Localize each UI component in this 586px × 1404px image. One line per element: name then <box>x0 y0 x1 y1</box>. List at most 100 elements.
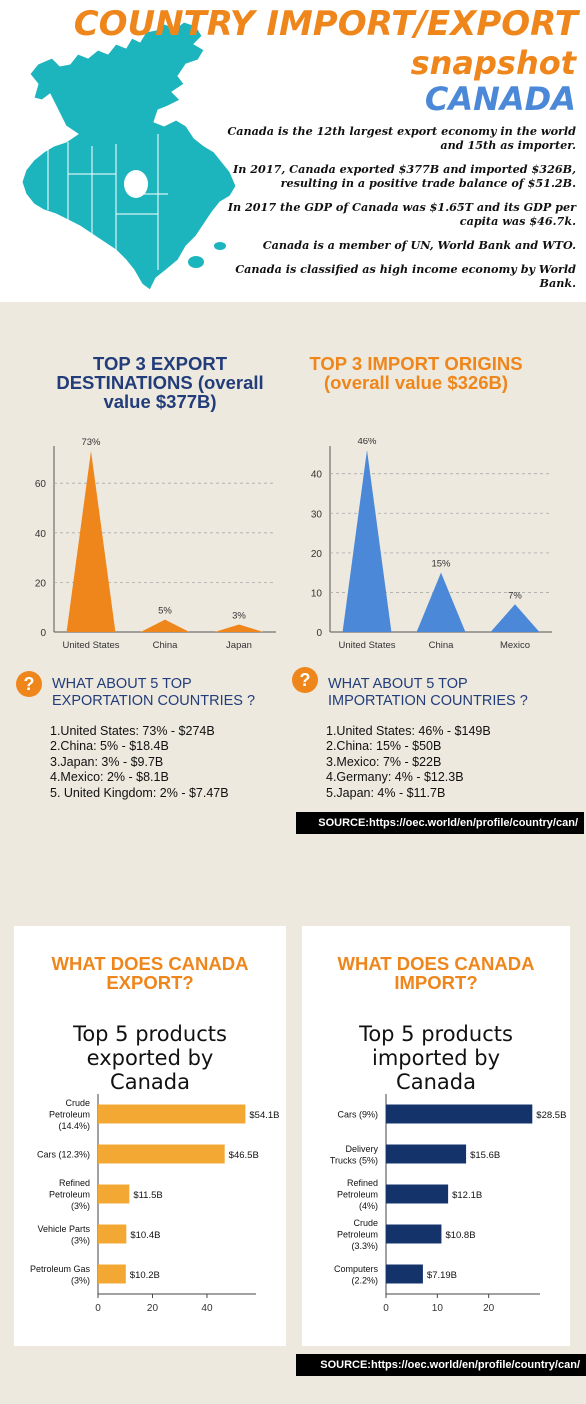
export-destinations-title: TOP 3 EXPORT DESTINATIONS (overall value… <box>56 353 264 412</box>
x-tick-label: 10 <box>432 1303 444 1314</box>
bar <box>98 1264 126 1284</box>
peak-mark <box>490 604 540 632</box>
y-tick-label: 60 <box>35 479 47 490</box>
y-tick-label: 20 <box>311 549 323 560</box>
bar-value-label: $11.5B <box>133 1190 162 1201</box>
import-origins-chart: 0 10 20 30 40 46% United States 15% China 7% Mexic… <box>311 438 552 651</box>
export-countries-list: 1.United States: 73% - $274B 2.China: 5%… <box>50 724 290 801</box>
category-label: Computers (2.2%) <box>334 1264 379 1286</box>
question-icon: ? <box>292 667 318 693</box>
export-card-title: WHAT DOES CANADA EXPORT? <box>51 953 249 993</box>
export-question: WHAT ABOUT 5 TOP EXPORTATION COUNTRIES ? <box>52 676 256 709</box>
peak-mark <box>66 450 116 632</box>
category-label: Cars (9%) <box>337 1110 378 1120</box>
export-products-chart: 0 20 40 $54.1B Crude Petroleum (14.4%) $46.5B Ca… <box>30 1094 280 1314</box>
canada-map-icon <box>21 21 237 291</box>
list-item: 5.Japan: 4% - $11.7B <box>326 785 446 800</box>
y-tick-label: 30 <box>311 509 323 520</box>
bar-value-label: $15.6B <box>470 1150 500 1161</box>
data-label: 73% <box>81 438 101 448</box>
x-tick-label: China <box>153 640 179 651</box>
import-question: WHAT ABOUT 5 TOP IMPORTATION COUNTRIES ? <box>328 676 528 709</box>
peak-mark <box>140 619 190 632</box>
y-tick-label: 20 <box>35 578 47 589</box>
fact-5: Canada is classified as high income econ… <box>235 262 576 290</box>
bar-value-label: $12.1B <box>452 1190 482 1201</box>
bar <box>386 1224 442 1244</box>
data-label: 7% <box>508 590 522 601</box>
fact-1: Canada is the 12th largest export econom… <box>227 124 576 152</box>
list-item: 5. United Kingdom: 2% - $7.47B <box>50 785 229 800</box>
export-products-card: WHAT DOES CANADA EXPORT? Top 5 products … <box>14 926 286 1346</box>
bar-value-label: $10.2B <box>130 1270 160 1281</box>
bar <box>386 1264 423 1284</box>
y-tick-label: 10 <box>311 588 323 599</box>
category-label: Refined Petroleum (3%) <box>49 1178 90 1211</box>
import-card-title: WHAT DOES CANADA IMPORT? <box>337 953 535 993</box>
category-label: Cars (12.3%) <box>37 1150 90 1160</box>
bar <box>98 1224 127 1244</box>
import-card-subtitle: Top 5 products imported by Canada <box>359 1022 513 1094</box>
y-tick-label: 40 <box>311 470 323 481</box>
bar <box>386 1104 533 1124</box>
header-panel: COUNTRY IMPORT/EXPORT snapshot CANADA Ca… <box>0 0 586 302</box>
x-tick-label: 20 <box>483 1303 495 1314</box>
list-item: 1.United States: 46% - $149B <box>326 724 491 738</box>
facts-block: Canada is the 12th largest export econom… <box>226 124 576 300</box>
data-label: 5% <box>158 606 172 617</box>
list-item: 3.Japan: 3% - $9.7B <box>50 754 164 769</box>
peak-mark <box>342 449 392 632</box>
fact-2: In 2017, Canada exported $377B and impor… <box>232 162 576 190</box>
y-tick-label: 0 <box>40 628 46 639</box>
category-label: Crude Petroleum (3.3%) <box>337 1218 378 1251</box>
bar <box>98 1144 225 1164</box>
fact-3: In 2017 the GDP of Canada was $1.65T and… <box>227 200 576 228</box>
category-label: Petroleum Gas (3%) <box>30 1264 91 1286</box>
y-tick-label: 0 <box>316 628 322 639</box>
bar <box>386 1184 449 1204</box>
x-tick-label: United States <box>62 640 119 651</box>
title-line-2: snapshot <box>410 44 576 82</box>
category-label: Refined Petroleum (4%) <box>337 1178 378 1211</box>
list-item: 2.China: 15% - $50B <box>326 739 442 754</box>
export-destinations-chart: 0 20 40 60 73% United States 5% China 3% Japan <box>35 438 276 651</box>
x-tick-label: United States <box>338 640 395 651</box>
peak-mark <box>214 624 264 632</box>
x-tick-label: 0 <box>95 1303 101 1314</box>
x-tick-label: 20 <box>147 1303 159 1314</box>
data-label: 15% <box>431 559 451 570</box>
list-item: 2.China: 5% - $18.4B <box>50 739 169 754</box>
bar-value-label: $10.8B <box>445 1230 475 1241</box>
bar <box>98 1184 130 1204</box>
bar <box>98 1104 246 1124</box>
fact-4: Canada is a member of UN, World Bank and… <box>262 238 576 252</box>
bar-value-label: $10.4B <box>130 1230 160 1241</box>
list-item: 4.Mexico: 2% - $8.1B <box>50 770 169 785</box>
y-tick-label: 40 <box>35 529 47 540</box>
x-tick-label: 0 <box>383 1303 389 1314</box>
source-link-2[interactable]: SOURCE:https://oec.world/en/profile/coun… <box>296 1354 586 1376</box>
bar <box>386 1144 467 1164</box>
import-origins-title: TOP 3 IMPORT ORIGINS (overall value $326… <box>309 353 523 393</box>
list-item: 1.United States: 73% - $274B <box>50 724 215 738</box>
data-label: 46% <box>357 438 377 447</box>
data-label: 3% <box>232 611 246 622</box>
bar-value-label: $54.1B <box>249 1110 279 1121</box>
export-card-subtitle: Top 5 products exported by Canada <box>73 1022 227 1094</box>
x-tick-label: 40 <box>201 1303 213 1314</box>
source-link-1[interactable]: SOURCE:https://oec.world/en/profile/coun… <box>296 812 584 834</box>
list-item: 3.Mexico: 7% - $22B <box>326 754 442 769</box>
bar-value-label: $28.5B <box>536 1110 566 1121</box>
peak-mark <box>416 572 466 632</box>
bar-value-label: $46.5B <box>229 1150 259 1161</box>
list-item: 4.Germany: 4% - $12.3B <box>326 770 464 785</box>
import-products-chart: 0 10 20 $28.5B Cars (9%) $15.6B Delivery Trucks… <box>330 1094 566 1314</box>
category-label: Vehicle Parts (3%) <box>37 1224 90 1246</box>
x-tick-label: Japan <box>226 640 252 651</box>
x-tick-label: Mexico <box>500 640 530 651</box>
bar-value-label: $7.19B <box>427 1270 457 1281</box>
question-icon: ? <box>16 671 42 697</box>
x-tick-label: China <box>429 640 455 651</box>
import-products-card: WHAT DOES CANADA IMPORT? Top 5 products … <box>302 926 570 1346</box>
category-label: Delivery Trucks (5%) <box>330 1144 379 1166</box>
